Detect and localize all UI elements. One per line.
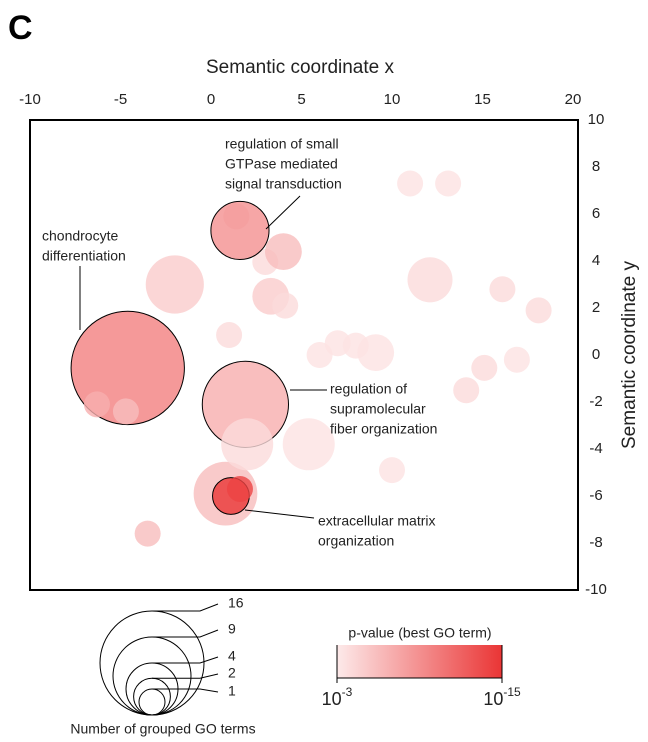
leader-line <box>265 195 301 230</box>
color-legend-label: 10-15 <box>483 685 521 709</box>
bubble <box>379 457 405 484</box>
annotation: regulation of small <box>225 136 339 152</box>
bubble <box>223 203 250 230</box>
annotation: chondrocyte <box>42 228 118 244</box>
annotation: extracellular matrix <box>318 513 435 529</box>
x-tick-label: 5 <box>297 91 305 108</box>
x-tick-label: 20 <box>565 91 582 108</box>
plot-frame <box>29 119 579 591</box>
size-legend-circle <box>138 688 166 716</box>
color-legend-title: p-value (best GO term) <box>348 625 491 641</box>
x-tick-label: 10 <box>384 91 401 108</box>
y-tick-label: -8 <box>589 534 602 551</box>
x-tick-label: 0 <box>207 91 215 108</box>
panel-label: C <box>8 9 33 47</box>
color-legend-label: 10-3 <box>322 685 353 709</box>
bubble <box>357 334 395 372</box>
bubble <box>112 398 139 425</box>
y-tick-label: 8 <box>592 158 600 175</box>
size-legend-circle <box>112 636 192 716</box>
y-tick-label: -2 <box>589 393 602 410</box>
bubble <box>145 255 204 314</box>
size-legend-circle <box>133 677 171 716</box>
exponent: -15 <box>503 685 521 699</box>
y-tick-label: 4 <box>592 252 600 269</box>
size-legend-label: 2 <box>228 665 236 681</box>
bubble <box>397 170 424 197</box>
bubble <box>265 233 302 270</box>
y-tick-label: -4 <box>589 440 602 457</box>
base: 10 <box>322 689 342 709</box>
base: 10 <box>483 689 503 709</box>
x-tick-label: 15 <box>474 91 491 108</box>
size-legend-leader <box>152 656 219 664</box>
y-tick-label: -10 <box>585 581 607 598</box>
bubble <box>282 418 335 471</box>
size-legend-label: 4 <box>228 648 236 664</box>
size-legend-label: 1 <box>228 683 236 699</box>
size-legend-leader <box>152 688 219 693</box>
y-tick-label: -6 <box>589 487 602 504</box>
bubble <box>226 475 253 502</box>
bubble <box>216 322 243 349</box>
bubble <box>471 354 498 381</box>
exponent: -3 <box>342 685 353 699</box>
y-tick-label: 0 <box>592 346 600 363</box>
bubble <box>272 292 299 319</box>
size-legend-title: Number of grouped GO terms <box>70 721 255 737</box>
size-legend-leader <box>152 603 219 612</box>
size-legend-leader <box>152 629 219 638</box>
bubble <box>435 170 462 197</box>
annotation: organization <box>318 533 394 549</box>
bubble <box>134 520 161 547</box>
annotation: regulation of <box>330 381 407 397</box>
bubble <box>503 346 530 373</box>
size-legend-leader <box>152 673 219 679</box>
x-tick-label: -5 <box>114 91 127 108</box>
x-tick-label: -10 <box>19 91 41 108</box>
bubble <box>453 377 480 404</box>
y-tick-label: 6 <box>592 205 600 222</box>
color-legend-bar <box>337 645 502 678</box>
bubble <box>221 418 274 471</box>
y-axis-title: Semantic coordinate y <box>619 261 640 449</box>
y-tick-label: 2 <box>592 299 600 316</box>
x-axis-title: Semantic coordinate x <box>206 57 394 78</box>
bubble <box>407 257 453 303</box>
annotation: supramolecular <box>330 401 426 417</box>
leader-line <box>244 509 315 519</box>
annotation: signal transduction <box>225 176 342 192</box>
bubble <box>525 297 552 324</box>
y-tick-label: 10 <box>588 111 605 128</box>
size-legend-label: 9 <box>228 621 236 637</box>
bubble <box>83 391 110 418</box>
annotation: fiber organization <box>330 421 437 437</box>
size-legend-label: 16 <box>228 595 244 611</box>
annotation: GTPase mediated <box>225 156 338 172</box>
bubble <box>489 276 516 303</box>
annotation: differentiation <box>42 248 126 264</box>
